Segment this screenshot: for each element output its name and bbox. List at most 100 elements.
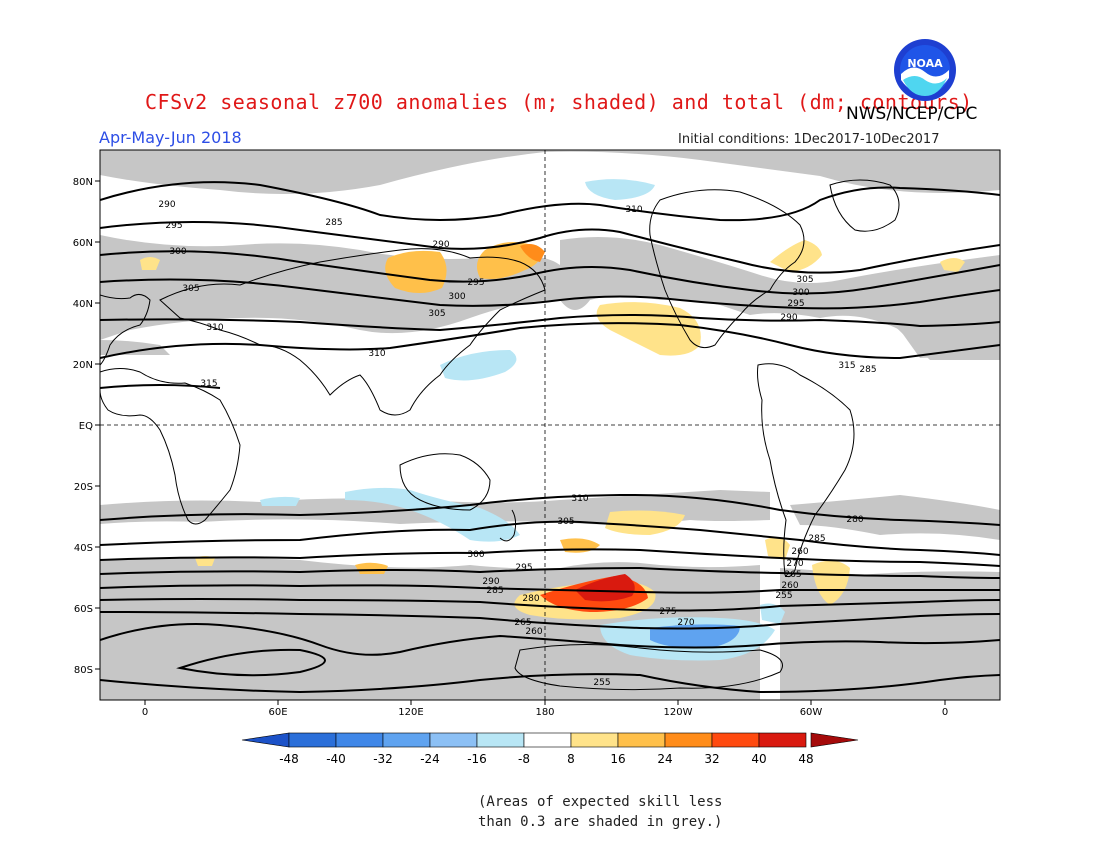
contour-label: 305 (182, 284, 199, 294)
lat-tick: 80S (74, 665, 100, 676)
colorbar-tick-label: 40 (751, 752, 766, 766)
svg-text:180: 180 (535, 707, 554, 718)
svg-text:120E: 120E (398, 707, 423, 718)
colorbar-tick-label: 48 (798, 752, 813, 766)
logo-text: NOAA (907, 57, 943, 70)
lon-tick: 0 (142, 700, 148, 718)
colorbar-cell (429, 732, 478, 748)
contour-label: 295 (515, 563, 532, 573)
lat-tick: 80N (73, 177, 100, 188)
contour-label: 290 (482, 577, 499, 587)
contour-label: 300 (467, 550, 484, 560)
contour-label: 310 (206, 323, 223, 333)
colorbar-tick-label: 16 (610, 752, 625, 766)
contour-label: 310 (625, 205, 642, 215)
reference-lines (100, 150, 1000, 700)
contour-label: 300 (792, 288, 809, 298)
negative-anomalies (260, 179, 785, 661)
agency-label: NWS/NCEP/CPC (846, 104, 978, 124)
colorbar-ticks: -48 -40 -32 -24 -16 -8 8 16 24 32 40 48 (279, 752, 813, 766)
contour-label: 260 (791, 547, 808, 557)
contour-label: 255 (775, 591, 792, 601)
contour-label: 305 (557, 517, 574, 527)
noaa-logo-icon: NOAA (894, 39, 956, 101)
colorbar-cell (758, 732, 807, 748)
contour-label: 265 (514, 618, 531, 628)
contour-label: 280 (522, 594, 539, 604)
svg-text:60N: 60N (73, 238, 93, 249)
contour-label: 305 (796, 275, 813, 285)
contour-label: 280 (846, 515, 863, 525)
contour-label: 295 (165, 221, 182, 231)
contour-label: 290 (432, 240, 449, 250)
colorbar-tick-label: 24 (657, 752, 672, 766)
low-skill-areas (100, 150, 1000, 700)
colorbar-tick-label: 32 (704, 752, 719, 766)
contour-label: 260 (525, 627, 542, 637)
contour-label: 285 (486, 586, 503, 596)
contours (100, 181, 1000, 694)
contour-label: 300 (448, 292, 465, 302)
coastlines (100, 179, 900, 691)
svg-text:20S: 20S (74, 482, 93, 493)
colorbar-cell (288, 732, 337, 748)
lon-axis: 0 60E 120E 180 120W 60W 0 (142, 700, 948, 718)
svg-text:EQ: EQ (79, 421, 93, 432)
colorbar-tick-label: -40 (326, 752, 346, 766)
lat-axis: 80N 60N 40N 20N EQ 20S 40S 60S 80S (73, 177, 100, 676)
lat-tick: 40S (74, 543, 100, 554)
lon-tick: 120W (664, 700, 693, 718)
colorbar-cell (570, 732, 619, 748)
colorbar-cell (382, 732, 431, 748)
contour-label: 275 (659, 607, 676, 617)
svg-text:40S: 40S (74, 543, 93, 554)
footnote-line-2: than 0.3 are shaded in grey.) (478, 814, 723, 830)
contour-label: 260 (781, 581, 798, 591)
lon-tick: 180 (535, 700, 555, 718)
contour-label: 315 (200, 379, 217, 389)
chart-title: CFSv2 seasonal z700 anomalies (m; shaded… (145, 90, 973, 114)
colorbar-cell (711, 732, 760, 748)
colorbar-under-arrow (241, 732, 290, 748)
lat-tick: EQ (79, 421, 100, 432)
lat-tick: 20S (74, 482, 100, 493)
contour-label: 255 (593, 678, 610, 688)
colorbar-tick-label: -48 (279, 752, 299, 766)
contour-label: 305 (428, 309, 445, 319)
contour-label: 285 (325, 218, 342, 228)
lon-tick: 60E (268, 700, 288, 718)
contour-label: 290 (780, 313, 797, 323)
lon-tick: 60W (800, 700, 823, 718)
svg-text:120W: 120W (664, 707, 693, 718)
lat-tick: 60N (73, 238, 100, 249)
contour-label: 285 (808, 534, 825, 544)
svg-text:20N: 20N (73, 360, 93, 371)
svg-text:40N: 40N (73, 299, 93, 310)
svg-text:80S: 80S (74, 665, 93, 676)
colorbar-cell (476, 732, 525, 748)
contour-label: 310 (571, 494, 588, 504)
svg-text:60W: 60W (800, 707, 823, 718)
contour-label: 265 (784, 570, 801, 580)
initial-conditions: Initial conditions: 1Dec2017-10Dec2017 (678, 132, 940, 147)
skill-footnote: (Areas of expected skill less than 0.3 a… (478, 792, 722, 832)
colorbar-cell (664, 732, 713, 748)
contour-label: 295 (787, 299, 804, 309)
colorbar-cell (617, 732, 666, 748)
svg-text:0: 0 (942, 707, 948, 718)
map-frame (99, 149, 1001, 701)
contour-label: 300 (169, 247, 186, 257)
contour-label: 310 (368, 349, 385, 359)
lat-tick: 20N (73, 360, 100, 371)
contour-label: 290 (158, 200, 175, 210)
contour-label: 295 (467, 278, 484, 288)
positive-anomalies (140, 240, 965, 620)
contour-label: 315 (838, 361, 855, 371)
colorbar-tick-label: -24 (420, 752, 440, 766)
lat-tick: 60S (74, 604, 100, 615)
lon-tick: 0 (942, 700, 948, 718)
colorbar-over-arrow (810, 732, 859, 748)
contour-label: 270 (786, 559, 803, 569)
lat-tick: 40N (73, 299, 100, 310)
contour-labels: 290 285 295 300 305 310 315 290 295 300 … (158, 200, 876, 688)
